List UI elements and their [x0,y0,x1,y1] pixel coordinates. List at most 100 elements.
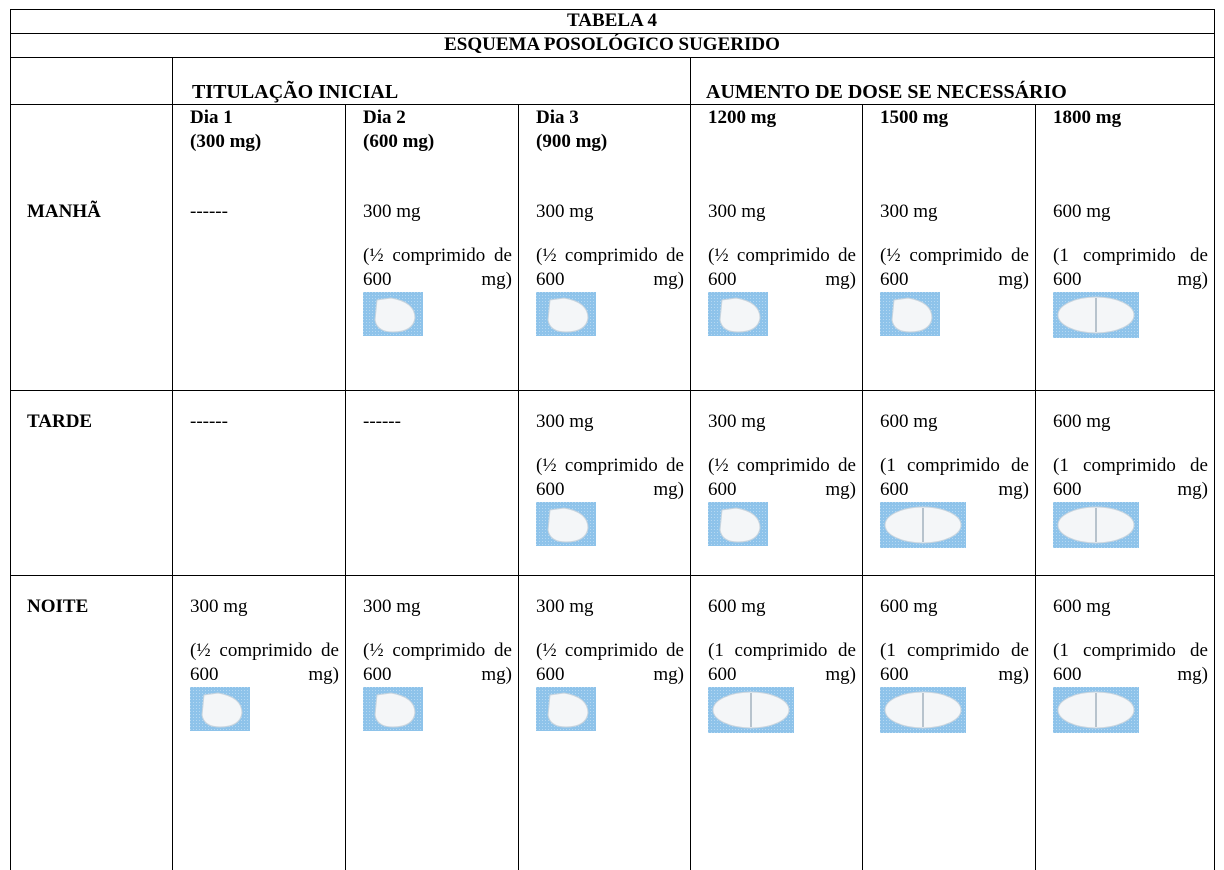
row-label: NOITE [27,596,89,617]
rule [10,104,1215,105]
pill [880,292,1029,343]
dose-note: (½ comprimido de 600 mg) [880,245,1029,290]
group-header: TITULAÇÃO INICIAL [192,81,399,103]
table-subtitle: ESQUEMA POSOLÓGICO SUGERIDO [444,34,780,55]
dose: 600 mg [880,596,938,617]
dose: 300 mg [363,596,421,617]
dose: 600 mg [1053,411,1111,432]
row-label: TARDE [27,411,93,432]
pill [363,292,512,343]
dose-note: (½ comprimido de 600 mg) [363,640,512,685]
dose-note: (1 comprimido de 600 mg) [1053,640,1208,685]
pill-icon [1053,292,1139,338]
pill [536,292,684,343]
pill-icon [536,502,596,546]
pill [1053,502,1208,555]
column-dose: (600 mg) [363,131,435,152]
pill-icon [1053,687,1139,733]
dose-cell: 600 mg (1 comprimido de 600 mg) [708,595,856,740]
column-label: Dia 1 [190,107,233,128]
pill [708,687,856,740]
column-label: 1500 mg [880,107,949,128]
dose: 600 mg [880,411,938,432]
dose: 600 mg [1053,596,1111,617]
dose-note: (½ comprimido de 600 mg) [363,245,512,290]
rule [172,57,173,870]
column-label: 1200 mg [708,107,777,128]
dose: ------ [190,201,228,222]
dose-cell: 600 mg (1 comprimido de 600 mg) [880,410,1029,555]
pill-icon [190,687,250,731]
rule [690,57,691,870]
pill-icon [880,502,966,548]
column-header: 1800 mg [1053,106,1121,130]
column-label: Dia 2 [363,107,406,128]
dose-note: (½ comprimido de 600 mg) [190,640,339,685]
dose-note: (1 comprimido de 600 mg) [1053,455,1208,500]
rule [10,33,1215,34]
dose-cell: 300 mg (½ comprimido de 600 mg) [190,595,339,738]
dose-cell: 300 mg (½ comprimido de 600 mg) [363,200,512,343]
dose-cell: 300 mg (½ comprimido de 600 mg) [536,410,684,553]
dose-cell: ------ [190,410,339,434]
pill-icon [708,292,768,336]
dose: 300 mg [190,596,248,617]
dose: 600 mg [708,596,766,617]
dose-note: (1 comprimido de 600 mg) [708,640,856,685]
dose: 300 mg [363,201,421,222]
dose-cell: 300 mg (½ comprimido de 600 mg) [363,595,512,738]
dose-cell: 600 mg (1 comprimido de 600 mg) [1053,410,1208,555]
table-title: TABELA 4 [567,10,657,31]
dose-cell: 300 mg (½ comprimido de 600 mg) [536,200,684,343]
group-header: AUMENTO DE DOSE SE NECESSÁRIO [706,81,1067,103]
column-header: Dia 3 (900 mg) [536,106,607,154]
rule [862,104,863,870]
dose-cell: 300 mg (½ comprimido de 600 mg) [708,200,856,343]
pill-icon [536,292,596,336]
dose: 300 mg [708,201,766,222]
dose-cell: 300 mg (½ comprimido de 600 mg) [708,410,856,553]
column-header: 1500 mg [880,106,948,130]
rule [10,9,1215,10]
dose: 300 mg [708,411,766,432]
dose-note: (1 comprimido de 600 mg) [880,640,1029,685]
row-label: MANHÃ [27,201,101,222]
column-header: Dia 1 (300 mg) [190,106,261,154]
pill-icon [363,687,423,731]
dose: ------ [363,411,401,432]
dose-note: (½ comprimido de 600 mg) [536,245,684,290]
rule [345,104,346,870]
pill [1053,687,1208,740]
column-label: Dia 3 [536,107,579,128]
dose: 300 mg [536,596,594,617]
pill [190,687,339,738]
rule [10,390,1215,391]
rule [10,57,1215,58]
dose-cell: ------ [363,410,512,434]
column-header: Dia 2 (600 mg) [363,106,434,154]
dose-cell: 600 mg (1 comprimido de 600 mg) [1053,595,1208,740]
column-dose: (900 mg) [536,131,608,152]
pill-icon [363,292,423,336]
dose-cell: 600 mg (1 comprimido de 600 mg) [1053,200,1208,345]
rule [1214,9,1215,870]
rule [1035,104,1036,870]
dose-note: (½ comprimido de 600 mg) [708,245,856,290]
pill [1053,292,1208,345]
dose: 600 mg [1053,201,1111,222]
rule [518,104,519,870]
dose-cell: 300 mg (½ comprimido de 600 mg) [536,595,684,738]
rule [10,575,1215,576]
pill [536,687,684,738]
dose-note: (½ comprimido de 600 mg) [708,455,856,500]
column-label: 1800 mg [1053,107,1122,128]
pill-icon [708,502,768,546]
rule [10,9,11,870]
dose-note: (½ comprimido de 600 mg) [536,455,684,500]
dose: 300 mg [880,201,938,222]
column-dose: (300 mg) [190,131,262,152]
dose: ------ [190,411,228,432]
pill [880,687,1029,740]
dose: 300 mg [536,411,594,432]
